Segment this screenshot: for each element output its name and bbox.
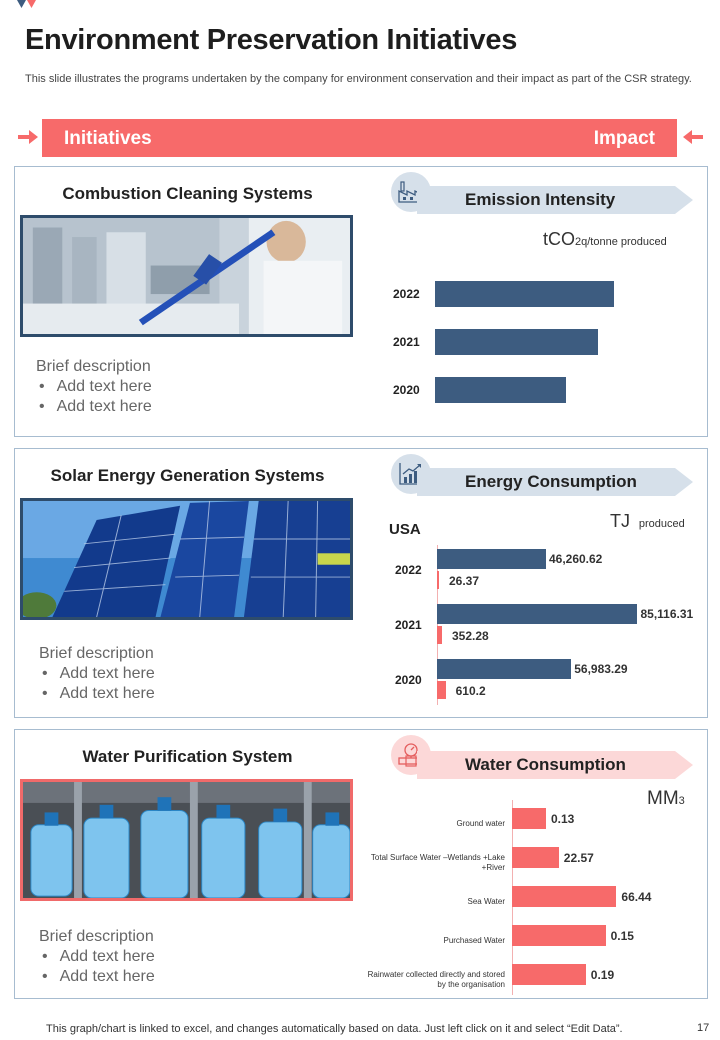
water-bar <box>512 886 617 907</box>
banner-initiatives-label: Initiatives <box>64 128 152 149</box>
water-bar <box>512 847 559 868</box>
unit-sub: produced <box>638 518 685 530</box>
bullet-item: Add text here <box>39 967 155 987</box>
tag-label: Emission Intensity <box>465 190 616 209</box>
brand-logo <box>17 0 36 8</box>
combustion-photo <box>20 215 353 337</box>
page-title: Environment Preservation Initiatives <box>25 24 518 56</box>
page-subtitle: This slide illustrates the programs unde… <box>25 73 692 85</box>
emission-bar <box>435 329 598 355</box>
panel-heading: Water Purification System <box>82 747 293 766</box>
unit-sub: 2q/tonne produced <box>575 236 667 248</box>
water-bottles-photo <box>20 779 353 901</box>
energy-bar-secondary <box>437 681 446 699</box>
energy-value-label: 610.2 <box>455 684 486 698</box>
page-number: 17 <box>697 1022 710 1034</box>
bullet-item: Add text here <box>39 947 155 967</box>
water-category-label: Purchased Water <box>443 936 505 945</box>
panel-heading: Solar Energy Generation Systems <box>50 466 325 485</box>
energy-bar-primary <box>437 549 546 569</box>
water-category-label: Rainwater collected directly and stored … <box>367 970 505 989</box>
energy-value-label: 26.37 <box>449 574 480 588</box>
water-value-label: 0.13 <box>551 812 575 826</box>
emission-intensity-chart: 2022 2021 2020 <box>375 267 695 427</box>
energy-value-label: 85,116.31 <box>640 607 694 621</box>
brief-description: Brief description Add text here Add text… <box>36 357 152 417</box>
energy-bar-primary <box>437 659 572 679</box>
unit-main: TJ <box>610 511 630 531</box>
energy-value-label: 46,260.62 <box>548 552 603 566</box>
unit-main: tCO <box>543 229 576 249</box>
description-title: Brief description <box>39 928 154 945</box>
year-label: 2021 <box>395 618 422 632</box>
panel-combustion: Combustion Cleaning Systems Brief descri… <box>14 166 708 437</box>
arrow-left-icon <box>683 130 703 144</box>
solar-photo <box>20 498 353 620</box>
water-bar <box>512 808 546 829</box>
water-bar <box>512 964 586 985</box>
bullet-item: Add text here <box>36 377 152 397</box>
bullet-item: Add text here <box>39 664 155 684</box>
energy-bar-primary <box>437 604 638 624</box>
water-consumption-chart: Ground water 0.13 Total Surface Water –Wet… <box>365 800 705 995</box>
panel-water: Water Purification System <box>14 729 708 999</box>
year-label: 2022 <box>393 287 420 301</box>
water-value-label: 22.57 <box>563 851 594 865</box>
unit-label: MM3 <box>647 788 685 810</box>
unit-label: TJ produced <box>610 511 685 532</box>
year-label: 2021 <box>393 335 420 349</box>
energy-value-label: 352.28 <box>451 629 489 643</box>
chart-axis <box>437 545 438 705</box>
panel-solar: Solar Energy Generation Systems <box>14 448 708 718</box>
year-label: 2022 <box>395 563 422 577</box>
energy-value-label: 56,983.29 <box>574 662 628 676</box>
bullet-item: Add text here <box>36 397 152 417</box>
water-value-label: 0.15 <box>610 929 634 943</box>
brief-description: Brief description Add text here Add text… <box>39 644 155 704</box>
description-title: Brief description <box>39 645 154 662</box>
water-value-label: 0.19 <box>590 968 615 982</box>
banner-impact-label: Impact <box>593 128 655 149</box>
water-meter-icon <box>398 743 424 767</box>
panel-heading: Combustion Cleaning Systems <box>62 184 313 203</box>
bullet-item: Add text here <box>39 684 155 704</box>
water-category-label: Sea Water <box>467 897 506 906</box>
year-label: 2020 <box>395 673 422 687</box>
unit-label: tCO2q/tonne produced <box>543 229 667 250</box>
description-title: Brief description <box>36 358 151 375</box>
water-category-label: Ground water <box>456 819 505 828</box>
water-value-label: 66.44 <box>621 890 652 904</box>
year-label: 2020 <box>393 383 420 397</box>
energy-bar-secondary <box>437 571 439 589</box>
energy-consumption-chart: 2022 46,260.62 26.37 2021 85,116.31 352.28 202… <box>375 545 700 705</box>
arrow-right-icon <box>18 130 38 144</box>
water-bar <box>512 925 606 946</box>
energy-graph-icon <box>399 463 423 485</box>
unit-sub: 3 <box>678 795 685 807</box>
water-category-label: Total Surface Water –Wetlands +Lake +Riv… <box>370 853 505 872</box>
energy-bar-secondary <box>437 626 442 644</box>
unit-main: MM <box>647 788 679 809</box>
tag-label: Energy Consumption <box>465 472 637 491</box>
brief-description: Brief description Add text here Add text… <box>39 927 155 987</box>
footer-note: This graph/chart is linked to excel, and… <box>46 1023 623 1035</box>
emission-bar <box>435 281 614 307</box>
initiatives-impact-banner: Initiatives Impact <box>42 119 677 157</box>
tag-label: Water Consumption <box>465 755 626 774</box>
emission-bar <box>435 377 566 403</box>
region-label: USA <box>389 521 421 538</box>
